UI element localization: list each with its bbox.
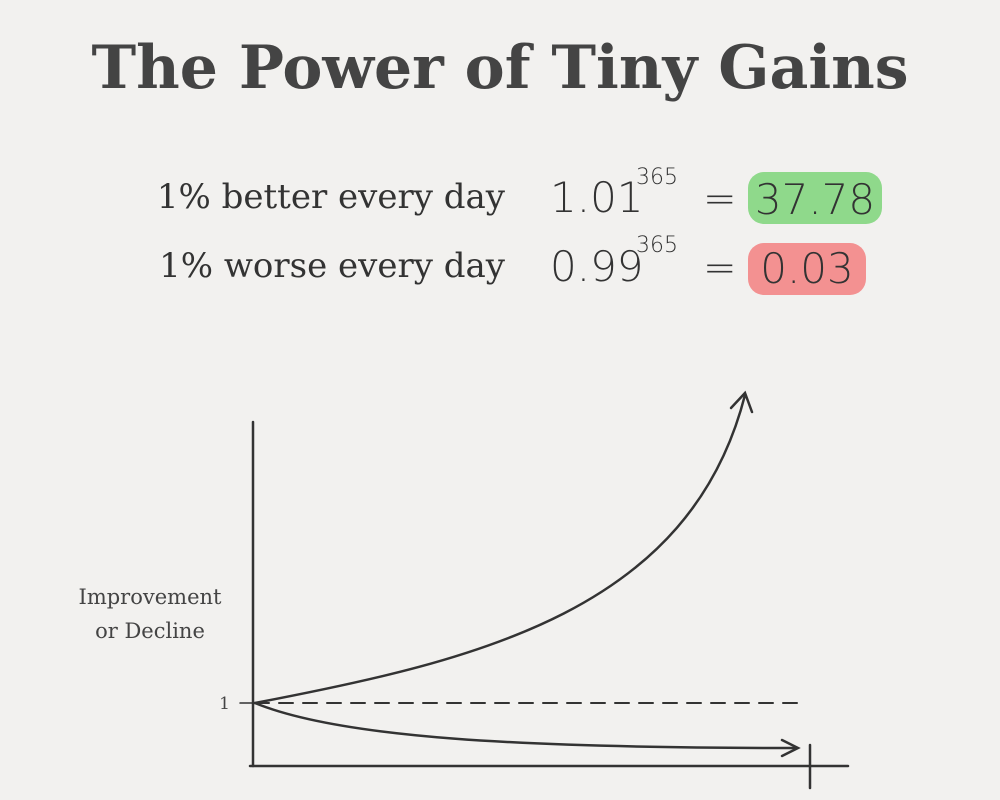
arrowhead [780,738,801,758]
result: 37.78 [755,175,875,224]
base: 0.99 [550,242,644,291]
result-highlight [748,243,866,295]
diagram [239,390,850,790]
exponent: 365 [636,233,678,258]
y-axis-label: or Decline [95,619,205,643]
baseline-label: 1 [219,694,230,714]
arrowhead [729,390,754,414]
y-axis-label: Improvement [79,585,222,609]
equals: = [703,176,737,222]
decline-curve [253,701,799,750]
row-label: 1% worse every day [159,246,506,286]
row-label: 1% better every day [157,177,506,217]
equals: = [703,245,737,291]
result-highlight [748,172,882,224]
result: 0.03 [760,244,854,293]
improvement-curve [253,393,747,705]
base: 1.01 [550,173,644,222]
exponent: 365 [636,165,678,190]
title: The Power of Tiny Gains [91,33,908,103]
